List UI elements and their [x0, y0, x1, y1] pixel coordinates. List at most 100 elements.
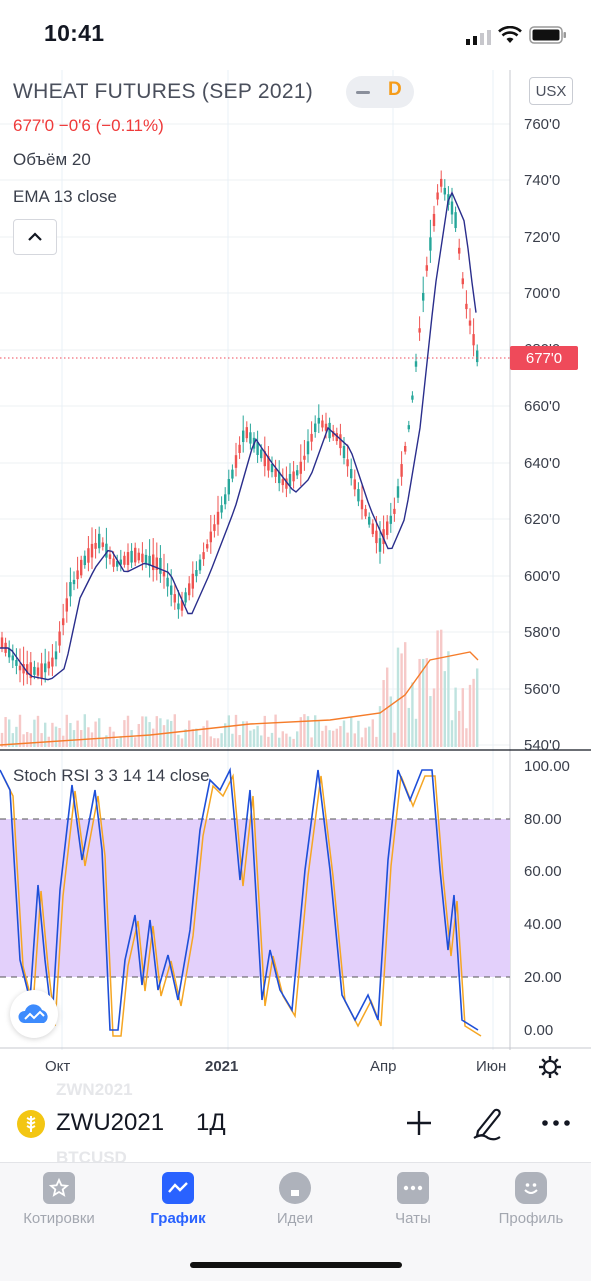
currency-badge[interactable]: USX — [529, 77, 573, 105]
price-axis-label: 540'0 — [524, 737, 561, 754]
price-axis-label: 560'0 — [524, 681, 561, 698]
tab-profile[interactable]: Профиль — [481, 1172, 581, 1227]
volume-bar — [58, 728, 61, 747]
ema-legend[interactable]: EMA 13 close — [13, 187, 117, 206]
candle-body — [62, 618, 65, 626]
candle-body — [400, 464, 403, 477]
volume-bar — [191, 729, 194, 747]
volume-bar — [108, 726, 112, 747]
volume-bar — [209, 736, 212, 747]
candle-body — [472, 334, 475, 346]
volume-bar — [353, 733, 356, 747]
tab-quotes[interactable]: Котировки — [9, 1172, 109, 1227]
volume-bar — [51, 722, 54, 747]
candle-body — [137, 552, 140, 561]
candle-body — [386, 521, 389, 535]
volume-bar — [443, 671, 446, 747]
volume-bar — [342, 720, 346, 747]
candle-body — [98, 533, 101, 549]
volume-bar — [303, 714, 306, 747]
candle-body — [173, 594, 176, 603]
status-time: 10:41 — [44, 20, 105, 46]
volume-bar — [389, 696, 392, 747]
candle-body — [432, 213, 436, 227]
collapse-legend-button[interactable] — [13, 219, 57, 255]
candle-body — [389, 515, 392, 524]
candle-body — [303, 455, 306, 460]
volume-bar — [33, 719, 36, 747]
candle-body — [368, 516, 371, 525]
volume-bar — [364, 727, 367, 747]
candle-body — [465, 303, 468, 310]
candle-body — [414, 361, 418, 367]
candle-body — [69, 582, 72, 597]
stoch-rsi-legend[interactable]: Stoch RSI 3 3 14 14 close — [13, 766, 210, 785]
candle-body — [83, 555, 86, 566]
volume-bar — [350, 717, 353, 747]
volume-bar — [177, 734, 180, 747]
candle-body — [411, 395, 414, 400]
time-axis-label: Окт — [45, 1058, 71, 1075]
replay-button[interactable] — [10, 990, 58, 1038]
volume-bar — [213, 738, 216, 747]
tab-chats[interactable]: Чаты — [363, 1172, 463, 1227]
candle-body — [195, 570, 198, 577]
candle-body — [256, 442, 259, 455]
candle-body — [162, 571, 166, 577]
candle-body — [170, 585, 173, 595]
candle-body — [65, 598, 68, 612]
candle-body — [393, 508, 396, 514]
cloud-chart-icon — [18, 1004, 48, 1023]
volume-bar — [72, 730, 76, 747]
candle-body — [382, 529, 385, 545]
candle-body — [429, 237, 432, 251]
candle-body — [76, 570, 79, 580]
price-axis-label: 600'0 — [524, 568, 561, 585]
volume-bar — [418, 658, 421, 747]
volume-bar — [112, 731, 115, 747]
volume-bar — [472, 678, 475, 747]
candle-body — [15, 660, 18, 666]
candle-body — [26, 664, 29, 675]
candle-body — [418, 328, 421, 333]
volume-legend[interactable]: Объём 20 — [13, 150, 91, 169]
volume-bar — [339, 726, 342, 747]
candle-body — [396, 486, 400, 498]
wifi-icon — [498, 25, 522, 49]
volume-bar — [231, 733, 234, 747]
volume-bar — [281, 731, 284, 747]
tab-chart[interactable]: График — [128, 1172, 228, 1227]
plus-icon[interactable] — [404, 1108, 434, 1143]
candle-body — [296, 470, 299, 476]
interval-button[interactable]: 1Д — [196, 1109, 226, 1136]
tab-label: Котировки — [23, 1210, 95, 1227]
volume-bar — [198, 734, 202, 747]
more-icon[interactable] — [540, 1108, 572, 1143]
candle-body — [461, 278, 464, 285]
candle-body — [328, 422, 331, 439]
pen-icon[interactable] — [470, 1105, 504, 1146]
candle-body — [180, 600, 184, 611]
volume-bar — [396, 647, 400, 747]
candle-body — [8, 648, 11, 658]
candle-body — [335, 433, 338, 442]
tab-ideas[interactable]: Идеи — [245, 1172, 345, 1227]
volume-bar — [238, 735, 241, 747]
volume-bar — [54, 726, 58, 747]
volume-bar — [314, 715, 317, 747]
volume-bar — [130, 730, 133, 747]
price-axis-label: 720'0 — [524, 229, 561, 246]
volume-bar — [375, 736, 378, 747]
volume-bar — [0, 732, 4, 747]
volume-bar — [195, 728, 198, 747]
candle-body — [346, 459, 349, 467]
volume-bar — [134, 737, 137, 747]
price-chart[interactable] — [0, 70, 591, 1090]
candle-body — [80, 559, 83, 576]
volume-bar — [22, 734, 25, 747]
volume-bar — [224, 723, 227, 747]
settings-gear-icon[interactable] — [538, 1055, 562, 1084]
symbol-search-button[interactable]: ZWU2021 — [56, 1109, 165, 1136]
volume-bar — [144, 716, 148, 747]
wheat-icon — [17, 1110, 45, 1138]
